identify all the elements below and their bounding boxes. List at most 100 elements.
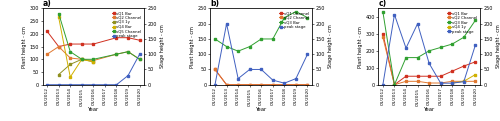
vQ1 Channel <box>212 69 218 70</box>
vQ1 Bar <box>114 37 119 38</box>
peak stage <box>461 81 467 82</box>
vQ5 Channel <box>136 59 142 60</box>
vQ2 Channel <box>235 84 241 85</box>
vQ1 Bar <box>79 43 85 45</box>
Y-axis label: Stage height - cm: Stage height - cm <box>496 25 500 68</box>
vQ2 Channel <box>114 53 119 55</box>
peak stage <box>380 84 386 85</box>
vQ2 Channel <box>125 51 131 52</box>
X-axis label: Year: Year <box>88 107 99 112</box>
vQ3 Bar <box>246 46 252 47</box>
Y-axis label: Stage height - cm: Stage height - cm <box>160 25 165 68</box>
vQ3 Bar <box>392 84 398 85</box>
peak stage <box>125 75 131 76</box>
vQ1 Bar <box>450 70 456 72</box>
vQ1 Channel <box>224 84 230 85</box>
vQ3 Bar <box>258 38 264 40</box>
vQ1 Bar <box>67 43 73 45</box>
vQ2 Channel <box>224 84 230 85</box>
vQ3 1y <box>67 64 73 65</box>
peak stage <box>235 78 241 79</box>
vQ1 Channel <box>258 84 264 85</box>
vQ4 1y <box>461 81 467 82</box>
peak stage <box>304 53 310 55</box>
vQ2 Channel <box>270 84 276 85</box>
vQ1 Bar <box>380 33 386 35</box>
vQ3 Bar <box>212 38 218 40</box>
vQ3 Bar <box>224 46 230 47</box>
vQ1 Channel <box>304 84 310 85</box>
peak stage <box>212 84 218 85</box>
vQ2 Channel <box>246 84 252 85</box>
vQ2 Channel <box>67 57 73 59</box>
vQ2 Channel <box>426 82 432 84</box>
vQ1 Bar <box>426 76 432 77</box>
vQ2 Channel <box>44 53 50 55</box>
vQ2 Channel <box>56 46 62 47</box>
Line: vQ4 1y: vQ4 1y <box>451 73 476 84</box>
vQ3 Bar <box>426 50 432 52</box>
vQ1 Bar <box>392 84 398 85</box>
vQ3 Bar <box>293 11 299 12</box>
X-axis label: Year: Year <box>256 107 267 112</box>
vQ3 1y <box>79 59 85 60</box>
X-axis label: Year: Year <box>424 107 435 112</box>
vQ4 Bar <box>79 59 85 60</box>
vQ3 Bar <box>450 43 456 45</box>
peak stage <box>282 82 288 84</box>
vQ3 1y <box>56 74 62 75</box>
vQ1 Bar <box>461 65 467 67</box>
Line: vQ2 Channel: vQ2 Channel <box>46 45 141 62</box>
Legend: vQ1 Channel, vQ2 Channel, vQ3 Bar, peak stage: vQ1 Channel, vQ2 Channel, vQ3 Bar, peak … <box>278 10 310 30</box>
peak stage <box>414 23 420 24</box>
vQ5 Channel <box>90 59 96 60</box>
peak stage <box>472 44 478 46</box>
peak stage <box>224 23 230 24</box>
Line: vQ1 Bar: vQ1 Bar <box>46 30 141 48</box>
vQ5 Channel <box>125 51 131 52</box>
vQ4 1y <box>450 82 456 84</box>
peak stage <box>136 53 142 55</box>
peak stage <box>270 79 276 81</box>
Legend: vQ1 Bar, vQ2 Channel, vQ3 1y, vQ4 Bar, vQ5 Channel, peak stage: vQ1 Bar, vQ2 Channel, vQ3 1y, vQ4 Bar, v… <box>111 10 142 39</box>
vQ2 Channel <box>282 84 288 85</box>
peak stage <box>90 84 96 85</box>
Line: vQ4 Bar: vQ4 Bar <box>58 16 94 78</box>
vQ3 Bar <box>472 20 478 21</box>
vQ3 1y <box>90 61 96 63</box>
vQ2 Channel <box>79 59 85 60</box>
vQ1 Bar <box>136 39 142 41</box>
vQ2 Channel <box>90 60 96 61</box>
vQ3 Bar <box>304 17 310 18</box>
vQ1 Bar <box>438 76 444 77</box>
vQ4 Bar <box>90 61 96 63</box>
peak stage <box>79 84 85 85</box>
vQ2 Channel <box>392 84 398 85</box>
vQ2 Channel <box>461 81 467 82</box>
Line: vQ1 Channel: vQ1 Channel <box>214 68 308 86</box>
peak stage <box>293 78 299 79</box>
vQ5 Channel <box>67 51 73 52</box>
peak stage <box>102 84 108 85</box>
vQ2 Channel <box>136 59 142 60</box>
peak stage <box>258 69 264 70</box>
vQ3 Bar <box>403 57 409 58</box>
Legend: vQ1 Bar, vQ2 Channel, vQ3 Bar, vQ4 1y, peak stage: vQ1 Bar, vQ2 Channel, vQ3 Bar, vQ4 1y, p… <box>446 10 478 34</box>
vQ1 Channel <box>246 84 252 85</box>
Line: peak stage: peak stage <box>214 23 308 86</box>
vQ2 Channel <box>472 81 478 82</box>
Y-axis label: Plant height - cm: Plant height - cm <box>358 26 362 68</box>
vQ1 Bar <box>403 76 409 77</box>
vQ4 1y <box>472 74 478 75</box>
vQ3 Bar <box>235 50 241 52</box>
vQ4 Bar <box>67 76 73 78</box>
vQ5 Channel <box>114 53 119 55</box>
vQ3 Bar <box>270 38 276 40</box>
vQ5 Channel <box>56 13 62 14</box>
Line: vQ2 Channel: vQ2 Channel <box>382 36 476 86</box>
vQ1 Bar <box>472 61 478 63</box>
Text: b): b) <box>210 0 220 8</box>
Text: a): a) <box>42 0 51 8</box>
Line: vQ3 Bar: vQ3 Bar <box>382 11 476 86</box>
vQ3 Bar <box>380 11 386 13</box>
